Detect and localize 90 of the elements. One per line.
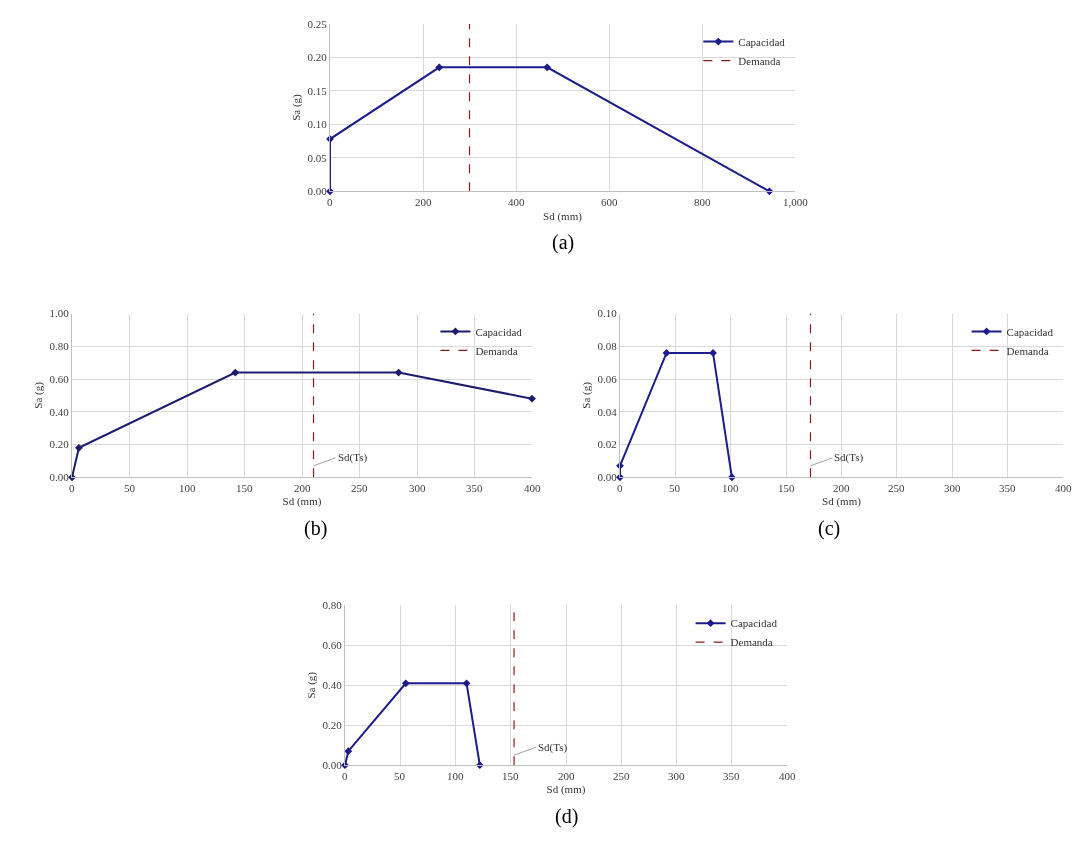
point (435, 63, 444, 72)
y-tick-label: 0.10 (307, 118, 328, 131)
y-tick-label: 0.80 (322, 599, 343, 612)
x-axis-title: Sd (mm) (543, 209, 583, 223)
x-tick-label: 250 (888, 482, 905, 494)
x-tick-label: 100 (179, 482, 196, 494)
annotation: Sd(Ts) (538, 741, 568, 754)
x-axis-title: Sd (mm) (282, 495, 322, 509)
point (344, 747, 353, 756)
point (401, 679, 410, 688)
x-tick-label: 300 (668, 770, 685, 782)
legend-label: Capacidad (1006, 325, 1054, 338)
x-tick-label: 100 (447, 770, 464, 782)
point (543, 63, 552, 72)
y-tick-label: 0.60 (322, 639, 343, 652)
x-tick-label: 200 (294, 482, 311, 494)
x-tick-label: 0 (342, 770, 348, 782)
x-tick-label: 0 (327, 196, 333, 208)
x-tick-label: 350 (466, 482, 483, 494)
y-axis-title: Sa (g) (32, 381, 46, 409)
y-tick-label: 0.20 (49, 438, 70, 451)
x-tick-label: 100 (722, 482, 739, 494)
y-tick-label: 0.80 (49, 340, 70, 353)
y-tick-label: 0.00 (322, 759, 343, 772)
x-tick-label: 0 (69, 482, 75, 494)
legend-label: Capacidad (738, 35, 786, 48)
annotation: Sd(Ts) (834, 451, 864, 464)
x-tick-label: 200 (558, 770, 575, 782)
y-tick-label: 1.00 (49, 307, 70, 320)
x-axis-title: Sd (mm) (546, 783, 586, 797)
x-tick-label: 400 (1055, 482, 1072, 494)
point (709, 348, 717, 357)
x-tick-label: 200 (833, 482, 850, 494)
y-tick-label: 0.00 (49, 471, 70, 484)
x-tick-label: 150 (502, 770, 519, 782)
text: (d) (555, 805, 579, 828)
legend-label: Capacidad (730, 617, 778, 630)
y-tick-label: 0.40 (49, 405, 70, 418)
point (394, 368, 403, 377)
x-tick-label: 1,000 (783, 196, 809, 208)
x-tick-label: 250 (351, 482, 368, 494)
y-tick-label: 0.02 (597, 438, 617, 451)
legend-label: Demanda (730, 636, 773, 649)
y-tick-label: 0.20 (307, 51, 328, 64)
x-tick-label: 50 (124, 482, 136, 494)
y-axis-title: Sa (g) (290, 93, 304, 121)
point (462, 679, 471, 688)
y-tick-label: 0.00 (307, 185, 328, 198)
x-tick-label: 350 (723, 770, 740, 782)
y-tick-label: 0.15 (307, 84, 328, 97)
y-tick-label: 0.60 (49, 372, 70, 385)
y-tick-label: 0.04 (597, 405, 618, 418)
y-tick-label: 0.40 (322, 679, 343, 692)
x-tick-label: 800 (694, 196, 711, 208)
x-tick-label: 300 (944, 482, 961, 494)
x-tick-label: 250 (613, 770, 630, 782)
legend-label: Demanda (738, 54, 781, 67)
text: (a) (552, 231, 575, 254)
text: (c) (818, 517, 841, 540)
point (528, 394, 536, 403)
x-axis-title: Sd (mm) (822, 495, 862, 509)
y-tick-label: 0.20 (322, 719, 343, 732)
x-tick-label: 50 (394, 770, 406, 782)
point (231, 368, 240, 377)
legend-label: Capacidad (475, 325, 523, 338)
y-tick-label: 0.05 (307, 151, 328, 164)
x-tick-label: 150 (778, 482, 795, 494)
x-tick-label: 0 (617, 482, 623, 494)
y-tick-label: 0.00 (597, 471, 618, 484)
x-tick-label: 150 (236, 482, 253, 494)
y-axis-title: Sa (g) (305, 671, 319, 699)
x-tick-label: 350 (999, 482, 1016, 494)
annotation: Sd(Ts) (338, 451, 368, 464)
y-tick-label: 0.08 (597, 340, 618, 353)
point (75, 443, 83, 452)
x-tick-label: 400 (779, 770, 796, 782)
y-tick-label: 0.06 (597, 372, 618, 385)
point (662, 348, 671, 357)
y-axis-title: Sa (g) (580, 381, 594, 409)
text: (b) (304, 517, 328, 540)
y-tick-label: 0.10 (597, 307, 618, 320)
y-tick-label: 0.25 (307, 17, 328, 30)
x-tick-label: 400 (508, 196, 525, 208)
x-tick-label: 600 (601, 196, 618, 208)
x-tick-label: 50 (669, 482, 681, 494)
x-tick-label: 300 (409, 482, 426, 494)
x-tick-label: 400 (524, 482, 541, 494)
x-tick-label: 200 (415, 196, 432, 208)
legend-label: Demanda (1006, 344, 1049, 357)
legend-label: Demanda (475, 344, 518, 357)
